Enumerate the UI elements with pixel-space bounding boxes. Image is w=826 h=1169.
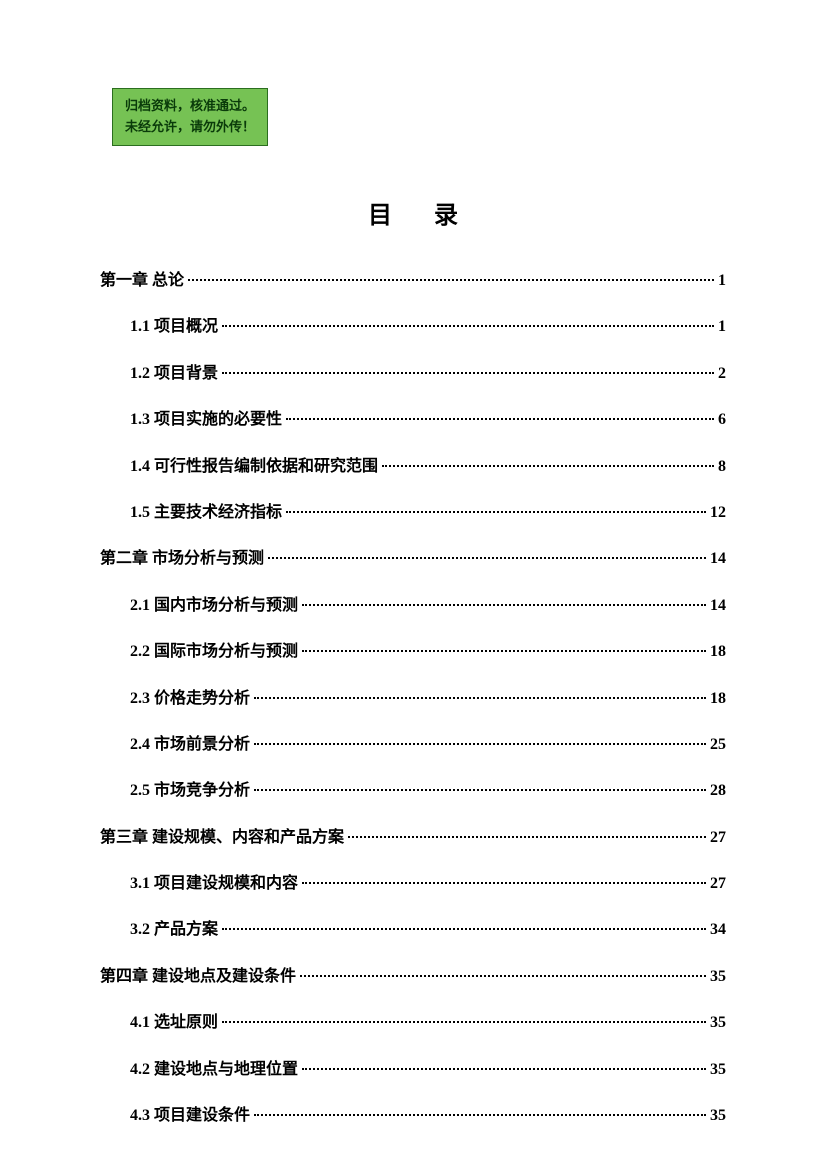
toc-entry: 第三章 建设规模、内容和产品方案 27 — [100, 827, 726, 849]
toc-entry: 2.5 市场竞争分析 28 — [100, 780, 726, 802]
toc-entry-label: 1.1 项目概况 — [130, 316, 218, 338]
stamp-line-1: 归档资料，核准通过。 — [125, 96, 255, 117]
toc-leader-dots — [254, 789, 706, 791]
toc-list: 第一章 总论11.1 项目概况11.2 项目背景21.3 项目实施的必要性61.… — [100, 270, 726, 1127]
toc-entry-label: 4.2 建设地点与地理位置 — [130, 1059, 298, 1081]
toc-entry-label: 3.1 项目建设规模和内容 — [130, 873, 298, 895]
toc-entry: 3.1 项目建设规模和内容 27 — [100, 873, 726, 895]
toc-entry-label: 2.1 国内市场分析与预测 — [130, 595, 298, 617]
toc-entry-label: 2.5 市场竞争分析 — [130, 780, 250, 802]
toc-entry-page: 14 — [710, 548, 726, 570]
toc-leader-dots — [254, 743, 706, 745]
toc-entry-label: 第四章 建设地点及建设条件 — [100, 966, 296, 988]
toc-leader-dots — [222, 325, 714, 327]
toc-entry-label: 4.3 项目建设条件 — [130, 1105, 250, 1127]
toc-leader-dots — [188, 279, 714, 281]
stamp-line-2: 未经允许，请勿外传！ — [125, 117, 255, 138]
toc-entry-page: 2 — [718, 363, 726, 385]
toc-entry: 3.2 产品方案 34 — [100, 919, 726, 941]
page-body: 目 录 第一章 总论 1 1.1 项目概况 1 1.2 项目背景 2 1.3 项目实施的必要… — [0, 0, 826, 1127]
toc-entry-label: 2.4 市场前景分析 — [130, 734, 250, 756]
toc-entry-page: 25 — [710, 734, 726, 756]
toc-leader-dots — [222, 372, 714, 374]
toc-entry-label: 4.1 选址原则 — [130, 1012, 218, 1034]
toc-entry: 1.4 可行性报告编制依据和研究范围 8 — [100, 456, 726, 478]
toc-entry-page: 12 — [710, 502, 726, 524]
toc-leader-dots — [302, 650, 706, 652]
toc-entry: 1.3 项目实施的必要性 6 — [100, 409, 726, 431]
toc-entry-page: 6 — [718, 409, 726, 431]
toc-entry: 第四章 建设地点及建设条件 35 — [100, 966, 726, 988]
toc-entry-page: 35 — [710, 1105, 726, 1127]
toc-title: 目 录 — [100, 195, 726, 230]
toc-entry-label: 3.2 产品方案 — [130, 919, 218, 941]
toc-entry-page: 35 — [710, 1059, 726, 1081]
toc-entry-label: 第三章 建设规模、内容和产品方案 — [100, 827, 344, 849]
toc-entry-label: 1.2 项目背景 — [130, 363, 218, 385]
toc-leader-dots — [302, 1068, 706, 1070]
toc-entry-label: 1.4 可行性报告编制依据和研究范围 — [130, 456, 378, 478]
toc-entry-page: 18 — [710, 641, 726, 663]
toc-entry-page: 1 — [718, 270, 726, 292]
toc-entry-label: 1.3 项目实施的必要性 — [130, 409, 282, 431]
toc-entry-label: 2.3 价格走势分析 — [130, 688, 250, 710]
toc-entry: 2.4 市场前景分析 25 — [100, 734, 726, 756]
toc-entry: 4.2 建设地点与地理位置 35 — [100, 1059, 726, 1081]
toc-entry-page: 34 — [710, 919, 726, 941]
toc-leader-dots — [302, 882, 706, 884]
toc-leader-dots — [286, 418, 714, 420]
toc-entry-label: 第一章 总论 — [100, 270, 184, 292]
toc-leader-dots — [254, 697, 706, 699]
toc-leader-dots — [302, 604, 706, 606]
toc-leader-dots — [254, 1114, 706, 1116]
toc-leader-dots — [300, 975, 706, 977]
toc-entry-page: 18 — [710, 688, 726, 710]
toc-entry-page: 35 — [710, 966, 726, 988]
archive-stamp: 归档资料，核准通过。 未经允许，请勿外传！ — [112, 88, 268, 146]
toc-entry-page: 35 — [710, 1012, 726, 1034]
toc-entry: 2.1 国内市场分析与预测 14 — [100, 595, 726, 617]
toc-entry: 第一章 总论 1 — [100, 270, 726, 292]
toc-leader-dots — [286, 511, 706, 513]
toc-entry-page: 1 — [718, 316, 726, 338]
toc-entry-label: 第二章 市场分析与预测 — [100, 548, 264, 570]
toc-entry: 2.3 价格走势分析 18 — [100, 688, 726, 710]
toc-entry: 1.5 主要技术经济指标 12 — [100, 502, 726, 524]
toc-leader-dots — [222, 1021, 706, 1023]
toc-entry: 4.3 项目建设条件 35 — [100, 1105, 726, 1127]
toc-leader-dots — [382, 465, 714, 467]
toc-leader-dots — [268, 557, 706, 559]
toc-entry-label: 2.2 国际市场分析与预测 — [130, 641, 298, 663]
toc-entry-page: 28 — [710, 780, 726, 802]
toc-entry: 1.1 项目概况 1 — [100, 316, 726, 338]
toc-entry-page: 14 — [710, 595, 726, 617]
toc-entry: 1.2 项目背景 2 — [100, 363, 726, 385]
toc-entry: 第二章 市场分析与预测 14 — [100, 548, 726, 570]
toc-leader-dots — [222, 928, 706, 930]
toc-entry: 4.1 选址原则 35 — [100, 1012, 726, 1034]
toc-leader-dots — [348, 836, 706, 838]
toc-entry: 2.2 国际市场分析与预测 18 — [100, 641, 726, 663]
toc-entry-page: 27 — [710, 827, 726, 849]
toc-entry-page: 8 — [718, 456, 726, 478]
toc-entry-page: 27 — [710, 873, 726, 895]
toc-entry-label: 1.5 主要技术经济指标 — [130, 502, 282, 524]
